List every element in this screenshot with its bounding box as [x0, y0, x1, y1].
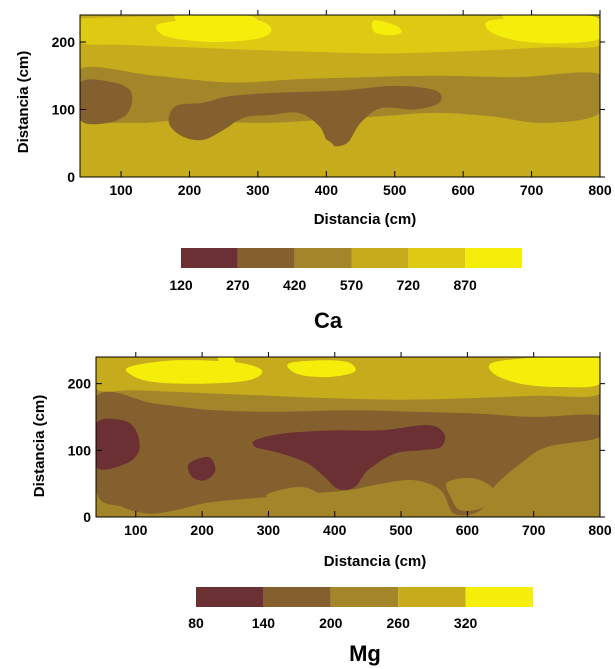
y-tick-label: 100	[68, 442, 92, 458]
x-tick-label: 700	[522, 522, 546, 538]
contour-region	[192, 508, 227, 517]
x-tick-label: 300	[257, 522, 281, 538]
mg-axes: 100 200 300 400 500 600 700 800 0 100 200	[68, 352, 612, 538]
x-tick-label: 200	[178, 182, 202, 198]
legend-swatch	[181, 248, 238, 268]
contour-region	[125, 360, 263, 384]
contour-region	[96, 418, 140, 470]
y-tick-label: 0	[83, 509, 91, 525]
contour-region	[446, 477, 495, 511]
ca-y-axis-title: Distancia (cm)	[15, 51, 32, 154]
contour-region	[287, 360, 356, 378]
contour-region	[236, 154, 279, 173]
legend-label: 570	[340, 277, 364, 293]
legend-label: 870	[453, 277, 477, 293]
x-tick-label: 500	[389, 522, 413, 538]
contour-region	[187, 456, 216, 481]
contour-region	[80, 148, 129, 176]
legend-swatch	[294, 248, 352, 268]
legend-swatch	[408, 248, 466, 268]
legend-label: 320	[454, 615, 478, 631]
contour-region	[266, 486, 323, 512]
y-tick-label: 200	[68, 376, 92, 392]
contour-region	[252, 424, 446, 490]
plot-frame	[95, 356, 601, 518]
x-tick-label: 600	[451, 182, 475, 198]
legend-label: 80	[188, 615, 204, 631]
x-tick-label: 100	[109, 182, 133, 198]
plot-frame	[79, 14, 601, 178]
legend-swatch	[263, 587, 331, 607]
contour-region	[278, 135, 334, 154]
y-tick-label: 100	[52, 102, 76, 118]
ca-legend: 120 270 420 570 720 870	[169, 248, 522, 293]
contour-region	[80, 79, 133, 125]
ca-plot-area	[80, 15, 600, 177]
contour-region	[441, 132, 491, 174]
x-tick-label: 500	[383, 182, 407, 198]
x-tick-label: 400	[323, 522, 347, 538]
ca-axes: 100 200 300 400 500 600 700 800 0 100 200	[52, 10, 612, 198]
legend-swatch	[351, 248, 409, 268]
x-tick-label: 700	[520, 182, 544, 198]
legend-swatch	[465, 248, 522, 268]
legend-label: 420	[283, 277, 307, 293]
x-tick-label: 300	[246, 182, 270, 198]
x-tick-label: 400	[315, 182, 339, 198]
legend-swatch	[465, 587, 533, 607]
legend-label: 140	[252, 615, 276, 631]
legend-label: 120	[169, 277, 193, 293]
mg-title: Mg	[349, 641, 381, 666]
ca-title: Ca	[314, 308, 343, 333]
legend-label: 270	[226, 277, 250, 293]
legend-label: 720	[397, 277, 421, 293]
mg-legend: 80 140 200 260 320	[188, 587, 533, 631]
x-tick-label: 800	[588, 522, 612, 538]
legend-label: 200	[319, 615, 343, 631]
x-tick-label: 600	[456, 522, 480, 538]
contour-region	[168, 85, 442, 147]
x-tick-label: 200	[190, 522, 214, 538]
contour-region	[502, 15, 600, 39]
legend-swatch	[398, 587, 466, 607]
legend-swatch	[196, 587, 264, 607]
contour-region	[525, 357, 600, 384]
y-tick-label: 0	[67, 169, 75, 185]
mg-chart: 100 200 300 400 500 600 700 800 0 100 200 Distanci…	[31, 352, 612, 666]
contour-field	[96, 357, 600, 517]
contour-field	[80, 15, 600, 177]
contour-region	[529, 141, 600, 176]
legend-label: 260	[387, 615, 411, 631]
ca-x-axis-title: Distancia (cm)	[314, 211, 417, 228]
contour-region	[174, 15, 259, 35]
y-tick-label: 200	[52, 34, 76, 50]
contour-region	[217, 357, 236, 367]
contour-region	[371, 20, 402, 36]
ca-chart: 100 200 300 400 500 600 700 800 0 100 200 Distanci…	[15, 10, 612, 333]
contour-region	[532, 483, 596, 516]
contour-region	[367, 119, 433, 145]
legend-swatch	[330, 587, 399, 607]
x-tick-label: 100	[124, 522, 148, 538]
mg-x-axis-title: Distancia (cm)	[324, 553, 427, 570]
legend-swatch	[237, 248, 295, 268]
mg-y-axis-title: Distancia (cm)	[31, 395, 48, 498]
x-tick-label: 800	[588, 182, 612, 198]
mg-plot-area	[96, 357, 600, 517]
